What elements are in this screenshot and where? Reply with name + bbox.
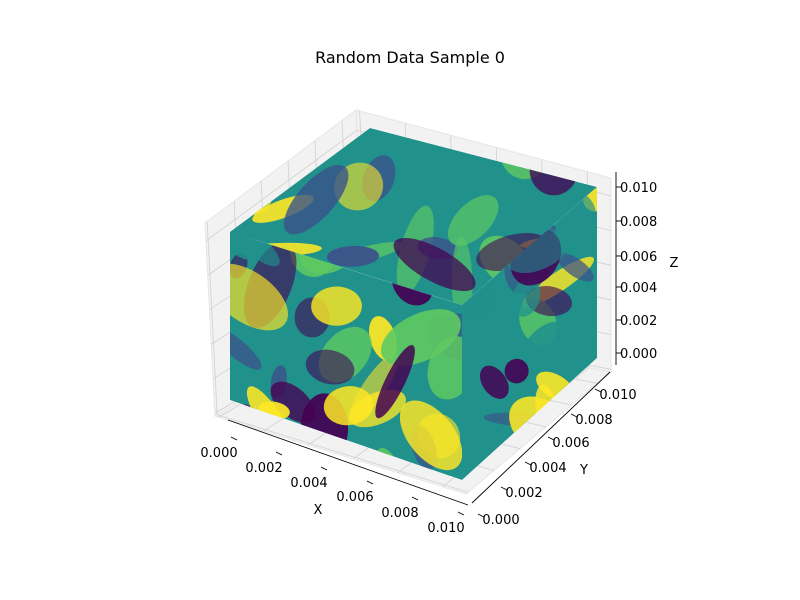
color-patch (326, 245, 380, 267)
color-patch (393, 237, 476, 292)
color-patch (447, 195, 499, 246)
axis-lines (227, 172, 617, 506)
chart-title: Random Data Sample 0 (315, 48, 505, 67)
z-tick-label: 0.000 (620, 347, 657, 362)
z-tick-label: 0.008 (620, 215, 657, 230)
x-tick-mark (457, 511, 465, 516)
color-patch (375, 344, 415, 419)
y-tick-label: 0.006 (552, 436, 589, 451)
x-tick-label: 0.002 (245, 461, 282, 476)
x-axis-label: X (314, 503, 323, 518)
x-tick-label: 0.010 (427, 521, 464, 536)
y-tick-label: 0.008 (575, 413, 612, 428)
cube-front-face (230, 232, 462, 480)
x-tick-mark (366, 480, 374, 485)
x-tick-label: 0.006 (336, 490, 373, 505)
y-axis-line (471, 371, 611, 504)
x-tick-label: 0.008 (381, 506, 418, 521)
y-tick-mark (547, 436, 555, 441)
color-patch (399, 400, 462, 471)
z-tick-label: 0.010 (620, 181, 657, 196)
x-tick-mark (411, 496, 419, 501)
tick-labels: 0.000 0.002 0.004 0.006 0.008 0.010 0.000 0.002… (200, 181, 657, 536)
color-patch (381, 309, 461, 366)
color-patch (283, 164, 349, 235)
color-patch (323, 386, 374, 426)
z-axis-label: Z (670, 256, 679, 271)
y-tick-label: 0.004 (529, 461, 566, 476)
y-tick-label: 0.000 (482, 513, 519, 528)
x-axis-line (227, 419, 469, 506)
y-tick-mark (500, 486, 508, 491)
grid-line (217, 414, 469, 493)
color-patch (557, 253, 594, 282)
y-tick-mark (570, 413, 578, 418)
color-patch (515, 321, 573, 392)
color-patch (230, 263, 289, 331)
color-patch (305, 349, 355, 385)
z-tick-label: 0.002 (620, 314, 657, 329)
x-tick-mark (320, 466, 328, 471)
z-tick-label: 0.006 (620, 250, 657, 265)
x-tick-mark (275, 451, 283, 456)
color-patch (504, 358, 529, 384)
grid-line (206, 221, 218, 415)
y-tick-label: 0.002 (505, 486, 542, 501)
y-tick-label: 0.010 (599, 388, 636, 403)
data-cube (230, 128, 597, 480)
x-tick-label: 0.004 (290, 476, 327, 491)
color-patch (512, 277, 541, 317)
color-patch (311, 286, 362, 326)
y-tick-mark (594, 388, 602, 393)
y-tick-mark (524, 461, 532, 466)
x-tick-label: 0.000 (200, 446, 237, 461)
z-tick-label: 0.004 (620, 281, 657, 296)
y-axis-label: Y (579, 463, 588, 478)
y-tick-mark (477, 513, 485, 518)
color-patch (479, 365, 509, 399)
color-patch (230, 327, 262, 370)
x-tick-mark (230, 436, 238, 441)
